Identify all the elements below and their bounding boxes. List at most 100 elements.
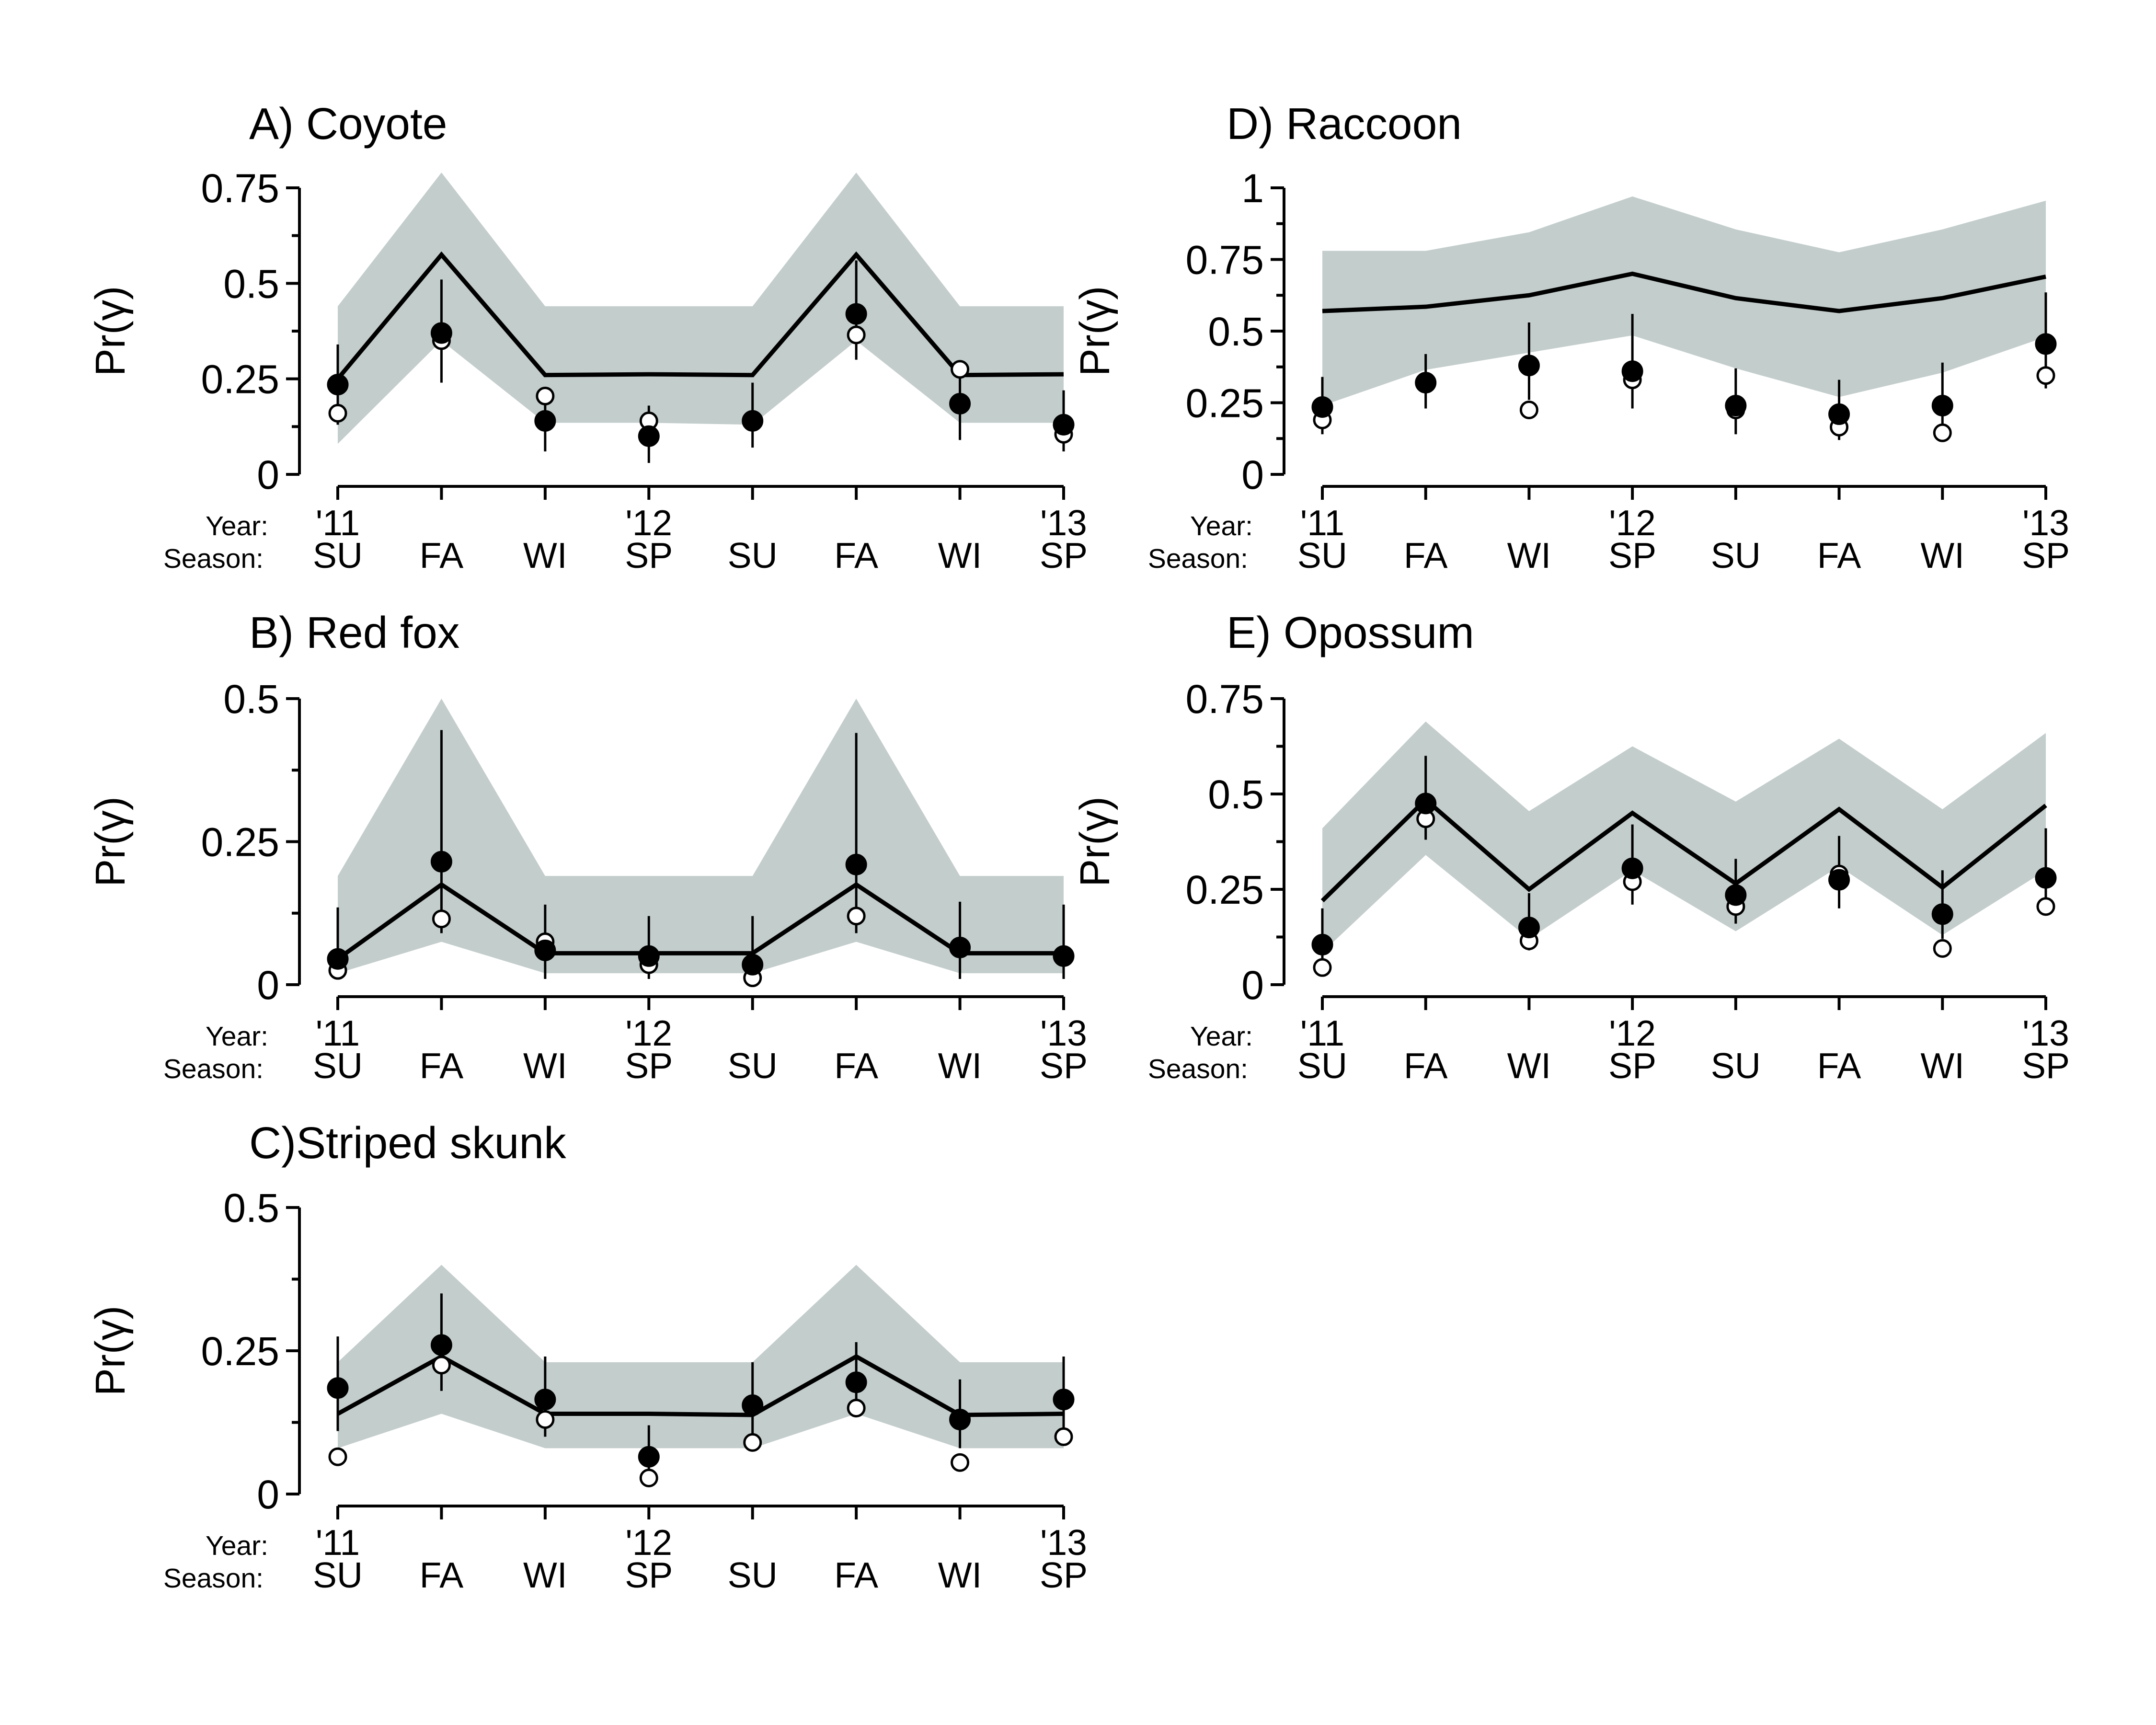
confidence-band: [338, 699, 1064, 974]
year-label: '12: [625, 1522, 672, 1563]
filled-point: [949, 392, 971, 414]
year-label: '13: [2022, 1013, 2069, 1053]
season-label: SP: [1040, 1046, 1088, 1086]
panel-title: B) Red fox: [249, 608, 459, 657]
y-tick-label: 0: [257, 963, 279, 1008]
season-label: SU: [728, 535, 778, 575]
filled-point: [1621, 360, 1643, 382]
y-tick-label: 0.25: [1186, 381, 1264, 426]
filled-point: [1931, 903, 1953, 925]
y-tick-label: 0.5: [223, 677, 279, 722]
open-point: [536, 387, 555, 406]
filled-point: [1415, 793, 1437, 815]
panel-title: C)Striped skunk: [249, 1118, 566, 1168]
filled-point: [1053, 945, 1075, 967]
filled-point: [1053, 1389, 1075, 1411]
panel-skunk: C)Striped skunk 0 0.25 0.5 Pr(γ) Year: '11 '12 '…: [87, 1118, 1088, 1595]
season-label: WI: [523, 535, 567, 575]
estimate-line: [1320, 796, 2047, 903]
filled-point: [430, 1334, 452, 1356]
filled-point: [1725, 884, 1747, 906]
open-point: [1054, 1427, 1073, 1446]
y-tick-label: 0.5: [223, 1185, 279, 1230]
season-row-label: Season:: [163, 543, 264, 574]
y-tick-label: 0: [257, 452, 279, 497]
season-label: WI: [1920, 535, 1964, 575]
season-row-label: Season:: [163, 1563, 264, 1594]
season-label: SP: [625, 535, 673, 575]
filled-point: [534, 939, 556, 961]
confidence-band: [338, 1265, 1064, 1449]
open-point: [1519, 400, 1538, 419]
season-label: SP: [625, 1555, 673, 1595]
filled-point: [1621, 857, 1643, 879]
filled-point: [1311, 933, 1333, 955]
panel-coyote: A) Coyote 0 0.25 0.5 0.75 Pr(γ) Year: '11 '12 '13…: [87, 99, 1088, 575]
season-row-label: Season:: [163, 1054, 264, 1084]
y-tick-label: 0.75: [201, 166, 280, 211]
open-point: [639, 1469, 658, 1488]
season-label: SU: [313, 535, 363, 575]
y-axis-label: Pr(γ): [87, 796, 134, 886]
y-tick-label: 0: [1241, 963, 1264, 1008]
filled-point: [845, 853, 867, 875]
year-label: '11: [1300, 503, 1344, 543]
y-tick-label: 0.5: [1208, 772, 1264, 817]
season-label: SU: [313, 1555, 363, 1595]
season-row-label: Season:: [1148, 543, 1248, 574]
open-point: [2036, 897, 2055, 916]
season-label: WI: [938, 535, 982, 575]
year-label: '11: [316, 1522, 360, 1563]
open-point: [847, 907, 866, 926]
season-label: FA: [1404, 1046, 1448, 1086]
filled-point: [1053, 414, 1075, 436]
filled-point: [327, 374, 349, 396]
confidence-band: [338, 172, 1064, 444]
year-label: '13: [1040, 1013, 1087, 1053]
open-point: [2036, 366, 2055, 385]
year-row-label: Year:: [206, 511, 268, 541]
filled-point: [1518, 917, 1540, 939]
season-label: FA: [420, 1555, 464, 1595]
year-row-label: Year:: [206, 1530, 268, 1561]
year-label: '12: [625, 503, 672, 543]
season-label: SU: [1297, 535, 1347, 575]
filled-point: [742, 1394, 764, 1416]
season-label: FA: [420, 535, 464, 575]
season-label: FA: [834, 535, 878, 575]
season-label: FA: [834, 1555, 878, 1595]
season-label: FA: [1817, 535, 1861, 575]
filled-point: [1415, 372, 1437, 394]
filled-point: [845, 1371, 867, 1393]
y-tick-label: 0.25: [201, 820, 280, 865]
open-point: [743, 1433, 762, 1452]
season-label: SP: [625, 1046, 673, 1086]
open-point: [847, 1399, 866, 1418]
y-tick-label: 0.25: [1186, 867, 1264, 912]
season-label: FA: [1404, 535, 1448, 575]
open-point: [328, 1447, 347, 1466]
open-point: [432, 1356, 451, 1375]
filled-point: [1311, 396, 1333, 418]
season-label: WI: [523, 1046, 567, 1086]
open-point: [1933, 939, 1952, 958]
open-point: [328, 403, 347, 423]
estimate-line: [336, 1354, 1064, 1417]
open-point: [951, 360, 970, 379]
filled-point: [2035, 333, 2057, 355]
season-label: FA: [420, 1046, 464, 1086]
season-label: WI: [1507, 1046, 1551, 1086]
open-point: [432, 909, 451, 929]
filled-point: [534, 1389, 556, 1411]
year-row-label: Year:: [1190, 1021, 1253, 1052]
open-point: [536, 1410, 555, 1429]
y-tick-label: 0.75: [1186, 677, 1264, 722]
y-tick-label: 0: [257, 1472, 279, 1517]
filled-point: [327, 948, 349, 970]
year-label: '11: [316, 1013, 360, 1053]
filled-point: [430, 851, 452, 873]
year-row-label: Year:: [1190, 511, 1253, 541]
filled-point: [949, 1409, 971, 1431]
panel-opossum: E) Opossum 0 0.25 0.5 0.75 Pr(γ) Year: '11 '12 '1…: [1072, 608, 2070, 1086]
